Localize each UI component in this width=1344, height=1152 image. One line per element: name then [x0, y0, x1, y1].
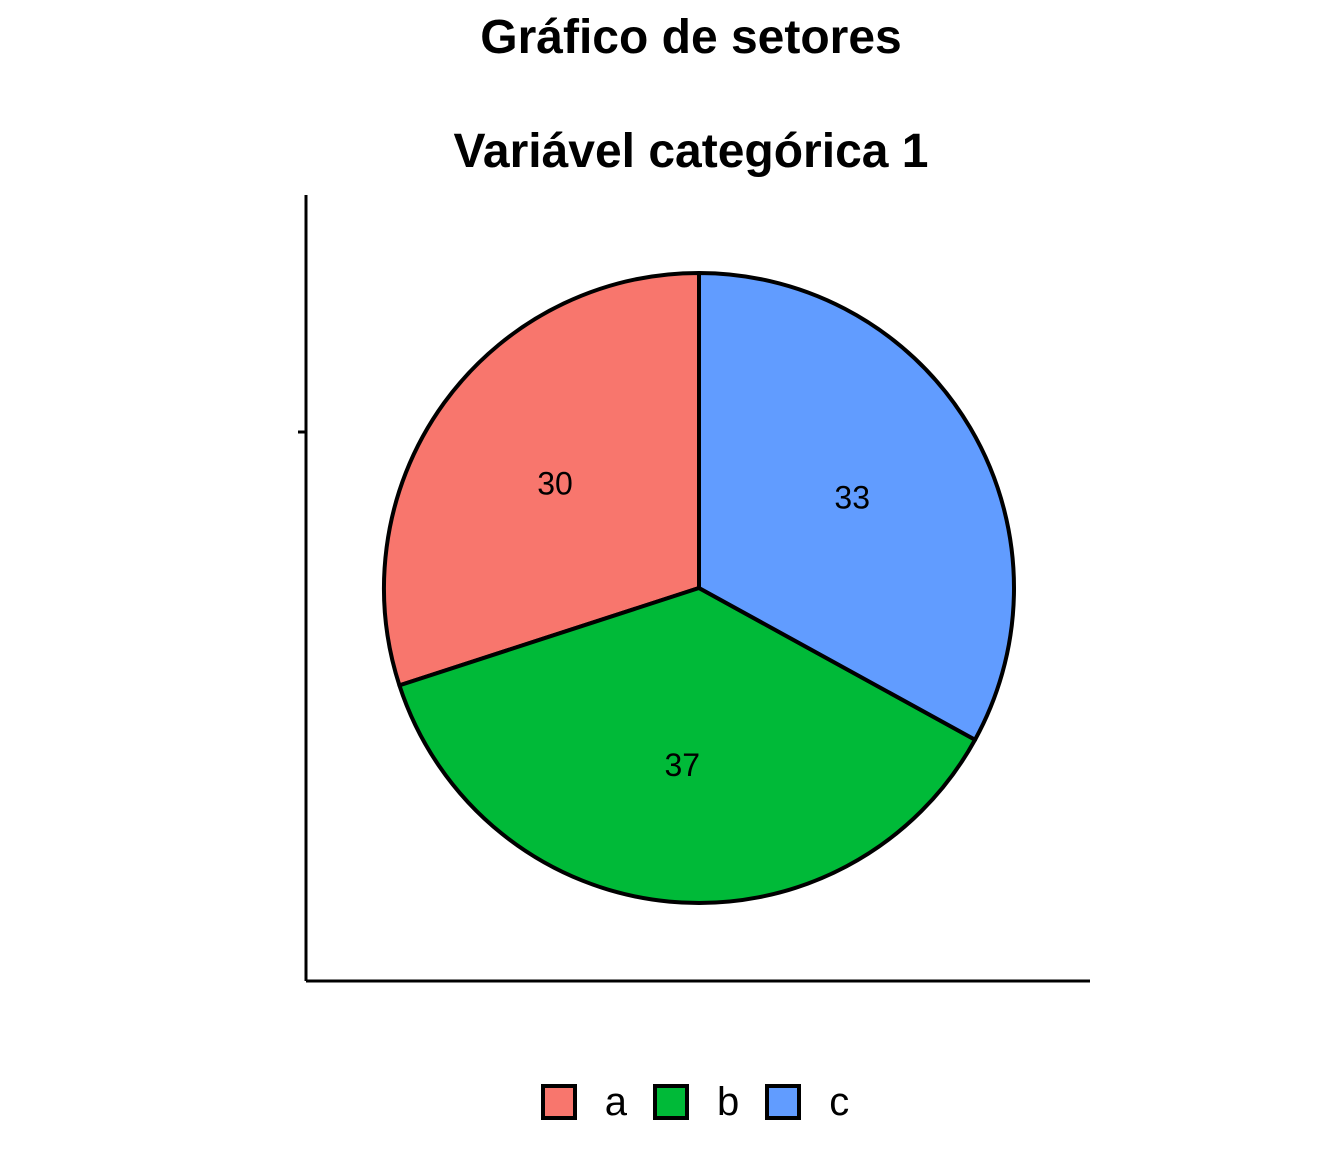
chart-subtitle: Variável categórica 1	[453, 125, 929, 178]
slice-label-c: 33	[834, 479, 870, 515]
legend-item-a: a	[540, 1080, 627, 1124]
legend-swatch-b	[653, 1084, 689, 1120]
legend-label-a: a	[604, 1080, 627, 1124]
slice-label-b: 37	[664, 747, 700, 783]
legend-label-b: b	[717, 1080, 740, 1124]
chart-title: Gráfico de setores	[480, 11, 902, 64]
legend: a b c	[0, 1077, 1344, 1127]
slice-label-a: 30	[537, 465, 573, 501]
pie-slice-c	[697, 271, 1016, 742]
pie-slice-a	[382, 271, 701, 688]
legend-swatch-c	[765, 1084, 802, 1120]
legend-item-c: c	[765, 1082, 849, 1122]
legend-swatch-a	[540, 1084, 577, 1120]
legend-item-b: b	[653, 1082, 739, 1122]
pie-slice-labels: 30 37 33	[537, 465, 870, 783]
pie-slices	[382, 271, 1016, 905]
legend-label-c: c	[829, 1080, 850, 1124]
pie-slice-b	[397, 586, 978, 905]
